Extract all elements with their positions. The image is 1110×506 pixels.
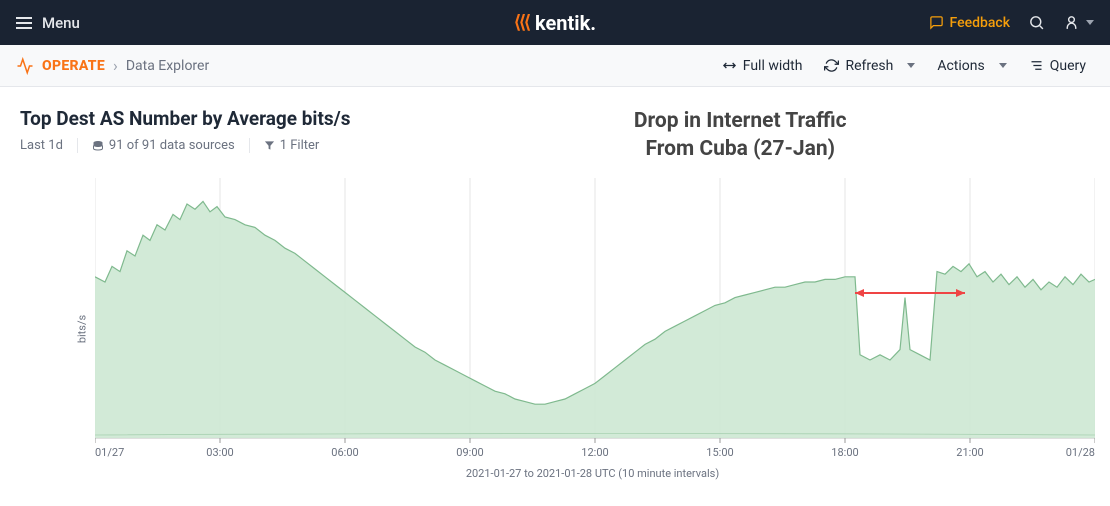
actions-button[interactable]: Actions xyxy=(929,54,1014,78)
x-axis-caption: 2021-01-27 to 2021-01-28 UTC (10 minute … xyxy=(95,467,1090,480)
svg-text:01/27: 01/27 xyxy=(95,446,124,459)
refresh-icon xyxy=(824,58,839,73)
content: Top Dest AS Number by Average bits/s Las… xyxy=(0,87,1110,490)
menu-icon[interactable] xyxy=(16,17,32,29)
feedback-icon xyxy=(929,15,944,30)
user-menu[interactable] xyxy=(1063,14,1094,31)
menu-label[interactable]: Menu xyxy=(42,14,80,32)
chevron-down-icon xyxy=(999,63,1007,68)
database-icon xyxy=(92,140,104,152)
toolbar: OPERATE › Data Explorer Full width Refre… xyxy=(0,45,1110,87)
breadcrumb-page[interactable]: Data Explorer xyxy=(126,58,209,74)
logo-mark-icon: ⟨⟨⟨ xyxy=(514,12,529,33)
filter-icon xyxy=(264,140,275,151)
section-label[interactable]: OPERATE xyxy=(42,58,105,74)
full-width-button[interactable]: Full width xyxy=(714,54,811,78)
svg-text:01/28: 01/28 xyxy=(1066,446,1095,459)
actions-label: Actions xyxy=(937,58,984,74)
logo-text: kentik. xyxy=(535,11,596,35)
svg-text:15:00: 15:00 xyxy=(706,446,733,459)
user-icon xyxy=(1063,14,1080,31)
data-sources[interactable]: 91 of 91 data sources xyxy=(77,138,235,153)
search-button[interactable] xyxy=(1028,14,1045,31)
app-header: Menu ⟨⟨⟨ kentik. Feedback xyxy=(0,0,1110,45)
svg-text:06:00: 06:00 xyxy=(331,446,358,459)
search-icon xyxy=(1028,14,1045,31)
y-axis-label: bits/s xyxy=(76,315,89,343)
full-width-label: Full width xyxy=(743,58,803,74)
chevron-down-icon xyxy=(1086,20,1094,25)
svg-text:09:00: 09:00 xyxy=(456,446,483,459)
query-icon xyxy=(1029,58,1044,73)
refresh-button[interactable]: Refresh xyxy=(816,54,923,78)
svg-text:03:00: 03:00 xyxy=(206,446,233,459)
breadcrumb-separator: › xyxy=(113,56,118,75)
chart-title: Drop in Internet Traffic From Cuba (27-J… xyxy=(390,107,1090,164)
data-sources-label: 91 of 91 data sources xyxy=(109,138,235,153)
time-range[interactable]: Last 1d xyxy=(20,138,63,153)
svg-text:21:00: 21:00 xyxy=(956,446,983,459)
feedback-button[interactable]: Feedback xyxy=(929,15,1010,31)
refresh-label: Refresh xyxy=(845,58,893,74)
filters[interactable]: 1 Filter xyxy=(249,138,320,153)
full-width-icon xyxy=(722,58,737,73)
filters-label: 1 Filter xyxy=(280,138,320,153)
page-title: Top Dest AS Number by Average bits/s xyxy=(20,107,350,130)
svg-text:12:00: 12:00 xyxy=(581,446,608,459)
feedback-label: Feedback xyxy=(950,15,1010,31)
pulse-icon xyxy=(16,57,34,75)
chevron-down-icon xyxy=(907,63,915,68)
logo[interactable]: ⟨⟨⟨ kentik. xyxy=(514,11,596,35)
svg-text:18:00: 18:00 xyxy=(831,446,858,459)
query-button[interactable]: Query xyxy=(1021,54,1094,78)
traffic-chart: 01/27 03:00 06:00 09:00 12:00 15:00 18:00 21:00… xyxy=(95,178,1095,463)
query-label: Query xyxy=(1050,58,1086,74)
